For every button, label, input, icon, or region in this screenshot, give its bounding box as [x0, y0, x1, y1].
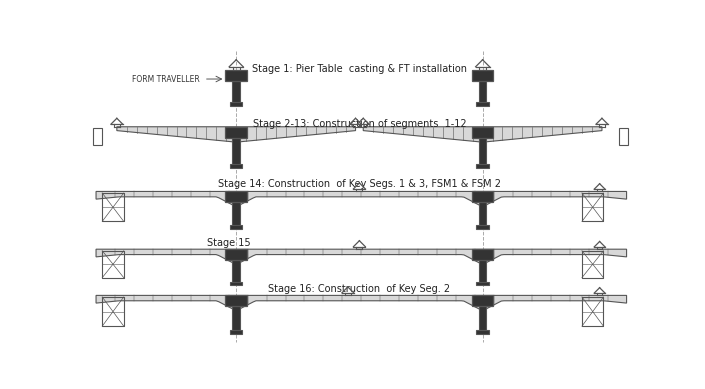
- Bar: [479, 138, 486, 164]
- Bar: [479, 81, 486, 102]
- Bar: [226, 127, 247, 138]
- Bar: [226, 295, 247, 306]
- Bar: [233, 202, 240, 225]
- Bar: [226, 249, 247, 260]
- Bar: [472, 249, 494, 260]
- Bar: [477, 164, 489, 168]
- Bar: [230, 164, 243, 168]
- Bar: [233, 306, 240, 330]
- Bar: [233, 260, 240, 282]
- Bar: [477, 102, 489, 106]
- Bar: [230, 330, 243, 334]
- Bar: [472, 127, 494, 138]
- Bar: [230, 225, 243, 229]
- Polygon shape: [96, 249, 627, 265]
- Bar: [477, 330, 489, 334]
- Text: Stage 1: Pier Table  casting & FT installation: Stage 1: Pier Table casting & FT install…: [252, 64, 467, 74]
- Bar: [93, 128, 102, 145]
- Text: Stage 15: Stage 15: [207, 238, 250, 248]
- Bar: [619, 128, 628, 145]
- Text: Stage 2-13: Construction of segments  1-12: Stage 2-13: Construction of segments 1-1…: [252, 119, 466, 129]
- Text: FORM TRAVELLER: FORM TRAVELLER: [133, 75, 200, 84]
- Bar: [226, 70, 247, 81]
- Bar: [477, 225, 489, 229]
- Bar: [233, 138, 240, 164]
- Bar: [479, 306, 486, 330]
- Polygon shape: [363, 127, 602, 142]
- Bar: [477, 282, 489, 286]
- Text: Stage 16: Construction  of Key Seg. 2: Stage 16: Construction of Key Seg. 2: [269, 284, 450, 294]
- Bar: [230, 102, 243, 106]
- Bar: [479, 260, 486, 282]
- Bar: [472, 70, 494, 81]
- Bar: [226, 191, 247, 202]
- Bar: [479, 202, 486, 225]
- Polygon shape: [96, 295, 627, 311]
- Text: Stage 14: Construction  of Key Segs. 1 & 3, FSM1 & FSM 2: Stage 14: Construction of Key Segs. 1 & …: [218, 179, 501, 189]
- Bar: [472, 295, 494, 306]
- Bar: [230, 282, 243, 286]
- Bar: [472, 191, 494, 202]
- Bar: [233, 81, 240, 102]
- Polygon shape: [96, 191, 627, 207]
- Polygon shape: [117, 127, 355, 142]
